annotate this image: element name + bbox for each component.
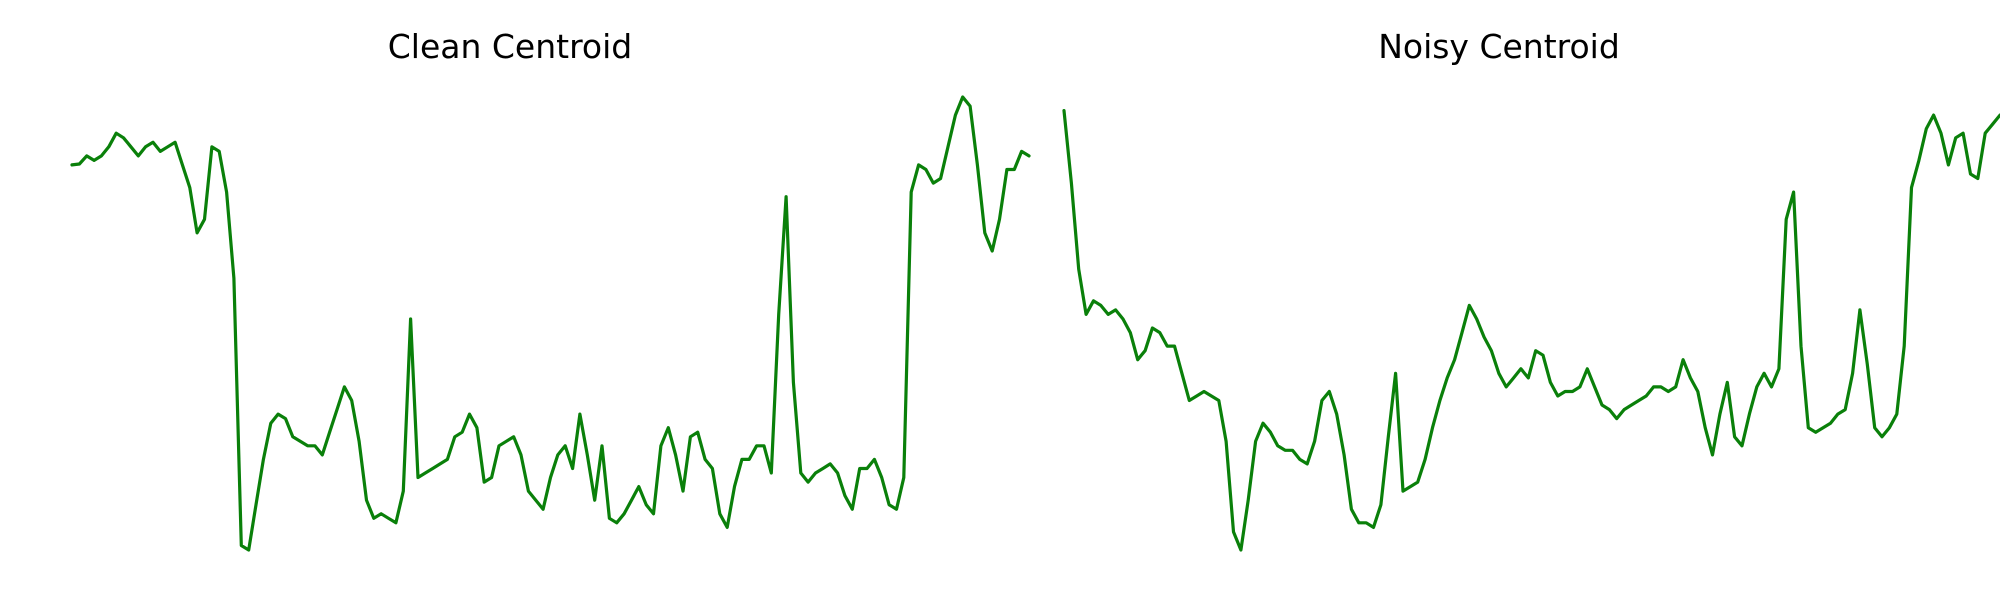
chart-title: Clean Centroid bbox=[388, 27, 633, 66]
chart-panel-clean: Clean Centroid bbox=[70, 27, 1031, 552]
series-line-clean-centroid bbox=[70, 95, 1031, 552]
chart-panel-noisy: Noisy Centroid bbox=[1062, 27, 2000, 552]
chart-title: Noisy Centroid bbox=[1378, 27, 1620, 66]
series-line-noisy-centroid bbox=[1062, 108, 2000, 552]
